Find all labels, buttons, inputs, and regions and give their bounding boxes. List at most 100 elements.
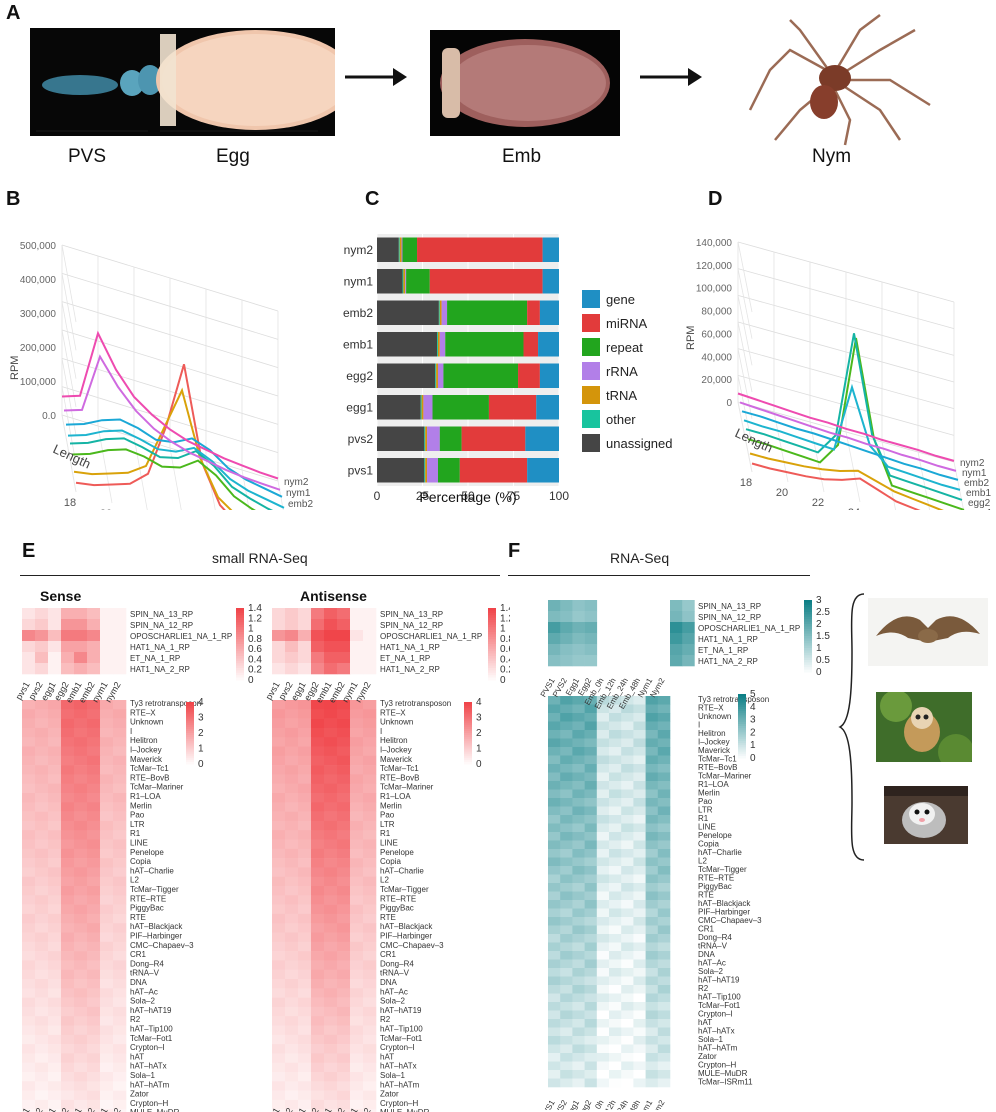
f-bot-cell: [584, 815, 598, 824]
e-sense-top-scale-step: [236, 660, 244, 664]
e-sense-top-scale-label: 0.2: [248, 665, 262, 676]
f-bot-cell: [609, 730, 622, 739]
f-bot-cell: [560, 1078, 573, 1088]
e-anti-bot-cell: [324, 1034, 338, 1045]
e-anti-top-scale-step: [488, 670, 496, 674]
e-anti-top-cell: [272, 630, 286, 642]
f-bot-cell: [609, 985, 622, 994]
e-sense-bot-cell: [22, 951, 36, 961]
e-sense-bot-cell: [35, 1109, 49, 1112]
f-bot-scale-step: [738, 698, 746, 701]
e-anti-bot-cell: [311, 1099, 325, 1110]
f-bot-cell: [621, 1044, 634, 1054]
f-bot-cell: [596, 1044, 610, 1054]
e-sense-bot-scale-step: [186, 747, 194, 751]
e-anti-bot-cell: [363, 1109, 377, 1112]
f-bot-cell: [572, 1036, 585, 1045]
e-anti-bot-cell: [311, 913, 325, 924]
e-anti-bot-cell: [363, 997, 377, 1008]
e-sense-top-cell: [22, 641, 36, 653]
e-anti-row-label: hAT–Charlie: [380, 866, 424, 875]
e-sense-bot-cell: [74, 709, 88, 719]
f-bot-cell: [596, 747, 610, 756]
f-bot-cell: [657, 1044, 671, 1054]
e-anti-top-scale-step: [488, 627, 496, 631]
e-sense-top-cell: [35, 663, 49, 675]
e-sense-top-cell: [48, 619, 62, 631]
e-sense-bot-scale-step: [186, 739, 194, 742]
f-bot-cell: [584, 925, 598, 935]
f-top-cell: [670, 655, 683, 667]
e-anti-bot-cell: [272, 932, 286, 943]
e-sense-bot-cell: [100, 951, 114, 961]
e-sense-bot-cell: [100, 737, 114, 747]
e-anti-bot-cell: [363, 839, 377, 850]
antisense-header: Antisense: [300, 588, 367, 604]
e-sense-bot-cell: [35, 1062, 49, 1073]
f-bot-cell: [572, 891, 585, 901]
e-sense-bot-cell: [74, 1025, 88, 1036]
e-sense-bot-scale-step: [186, 733, 194, 736]
f-row-label: Merlin: [698, 789, 720, 798]
bar-tRNA-egg1: [421, 395, 424, 420]
e-sense-bot-cell: [48, 886, 62, 896]
e-sense-bot-cell: [35, 709, 49, 719]
bar-unassigned-emb2: [377, 300, 439, 325]
e-anti-bot-cell: [272, 1090, 286, 1101]
f-bot-cell: [548, 798, 561, 807]
e-anti-row-label: Crypton–H: [380, 1099, 418, 1108]
e-anti-top-scale-step: [488, 632, 496, 635]
f-bot-cell: [596, 713, 610, 722]
f-bot-cell: [633, 764, 646, 773]
e-anti-bot-cell: [311, 886, 325, 896]
f-bot-cell: [548, 1078, 561, 1088]
e-anti-bot-cell: [298, 811, 312, 822]
e-sense-bot-cell: [61, 923, 75, 933]
f-bot-cell: [548, 730, 561, 739]
e-sense-bot-cell: [61, 783, 75, 794]
f-bot-cell: [621, 1010, 634, 1020]
f-top-cell: [560, 633, 573, 645]
f-bot-cell: [609, 849, 622, 858]
x-tick-label: 75: [507, 489, 521, 503]
e-anti-row-label: RTE: [380, 913, 396, 922]
grid-line: [61, 414, 77, 493]
e-sense-bot-cell: [113, 709, 127, 719]
f-bot-cell: [560, 934, 573, 943]
e-anti-bot-cell: [298, 1044, 312, 1054]
f-bot-cell: [548, 891, 561, 901]
e-sense-top-scale-step: [236, 677, 244, 681]
e-sense-bot-cell: [87, 793, 101, 803]
f-bot-scale-step: [738, 736, 746, 740]
e-anti-bot-cell: [285, 876, 299, 887]
e-anti-bot-cell: [311, 1025, 325, 1036]
e-sense-row-label: CR1: [130, 950, 147, 959]
f-top-scale-label: 2.5: [816, 607, 830, 618]
y-tick-label: 400,000: [20, 275, 57, 286]
series-line-emb2: [71, 448, 256, 510]
f-bot-cell: [548, 908, 561, 918]
e-anti-bot-cell: [363, 848, 377, 859]
emb-photo: [430, 30, 620, 136]
e-anti-bot-scale-step: [464, 747, 472, 751]
f-bot-cell: [633, 1044, 646, 1054]
e-anti-bot-cell: [298, 793, 312, 803]
e-anti-bot-cell: [285, 979, 299, 989]
e-anti-top-scale-step: [488, 610, 496, 614]
f-bot-cell: [572, 968, 585, 977]
e-sense-row-label: I–Jockey: [130, 746, 162, 755]
e-anti-row-label: TcMar–Fot1: [380, 1034, 423, 1043]
f-bot-cell: [596, 985, 610, 994]
f-bot-cell: [645, 959, 659, 969]
f-top-scale-step: [804, 667, 812, 671]
e-sense-bot-cell: [22, 709, 36, 719]
f-bot-cell: [621, 959, 634, 969]
grid-line: [169, 447, 182, 510]
e-anti-bot-cell: [298, 765, 312, 775]
e-sense-bot-cell: [74, 718, 88, 729]
e-anti-bot-cell: [363, 737, 377, 747]
e-anti-bot-cell: [298, 820, 312, 831]
f-row-label: hAT–Charlie: [698, 848, 742, 857]
